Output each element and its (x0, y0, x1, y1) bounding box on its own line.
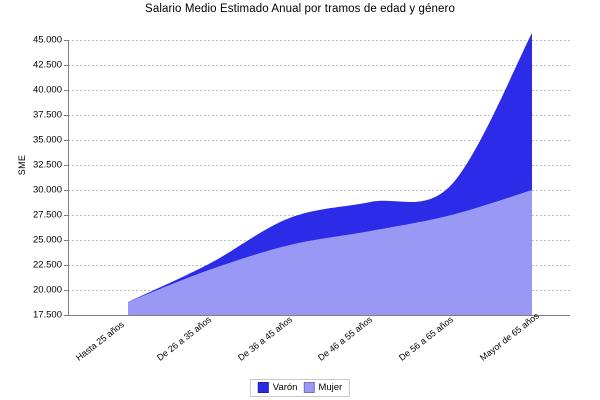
y-tick-label: 32.500 (32, 159, 62, 171)
legend-item-varon[interactable]: Varón (257, 381, 298, 393)
y-tick-label: 30.000 (32, 184, 62, 196)
y-tick-label: 27.500 (32, 209, 62, 221)
y-tick-label: 22.500 (32, 259, 62, 271)
y-tick-label: 20.000 (32, 284, 62, 296)
y-tick-label: 37.500 (32, 109, 62, 121)
chart-legend: Varón Mujer (249, 379, 351, 397)
y-tick-label: 35.000 (32, 134, 62, 146)
y-tick-label: 40.000 (32, 84, 62, 96)
chart-title: Salario Medio Estimado Anual por tramos … (145, 3, 455, 15)
legend-label-varon: Varón (272, 381, 298, 393)
y-tick-label: 17.500 (32, 309, 62, 321)
legend-item-mujer[interactable]: Mujer (303, 382, 342, 393)
y-axis-tick-labels: 17.500 20.000 22.500 25.000 27.500 30.000 32.5… (0, 0, 62, 400)
legend-label-mujer: Mujer (318, 381, 343, 393)
y-tick-label: 42.500 (32, 59, 62, 71)
legend-swatch-mujer (303, 382, 315, 393)
legend-swatch-varon (257, 382, 269, 393)
y-tick-label: 25.000 (32, 234, 62, 246)
y-tick-label: 45.000 (32, 34, 62, 46)
